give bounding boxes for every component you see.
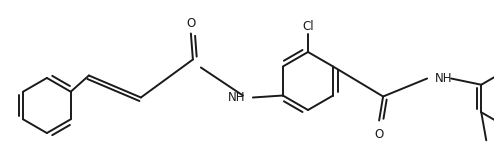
Text: NH: NH <box>435 72 453 85</box>
Text: O: O <box>374 129 384 142</box>
Text: NH: NH <box>227 91 245 104</box>
Text: O: O <box>186 17 196 30</box>
Text: Cl: Cl <box>302 20 314 33</box>
